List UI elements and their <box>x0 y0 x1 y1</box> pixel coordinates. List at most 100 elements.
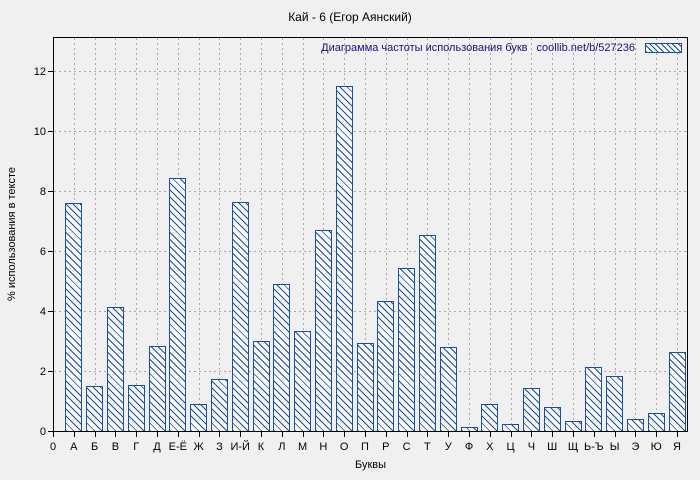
bar-19 <box>460 426 478 431</box>
bar-20 <box>481 404 499 431</box>
x-tick-mark-5 <box>177 432 179 437</box>
x-tick-label-23: Ш <box>547 441 558 453</box>
x-tick-mark-3 <box>136 432 138 437</box>
x-tick-mark-8 <box>240 432 242 437</box>
gridline-v-10 <box>281 38 283 431</box>
gridline-v-9 <box>261 38 262 431</box>
bar-7 <box>210 378 228 431</box>
x-tick-label-4: Д <box>153 441 161 453</box>
x-tick-mark-20 <box>489 432 491 437</box>
x-tick-mark-9 <box>261 432 262 437</box>
x-tick-mark-26 <box>614 432 616 437</box>
gridline-v-20 <box>489 38 491 431</box>
x-tick-mark-11 <box>302 432 304 437</box>
bar-21 <box>502 423 520 431</box>
bar-25 <box>585 366 603 431</box>
x-tick-mark-25 <box>593 432 595 437</box>
x-tick-label-13: О <box>339 441 349 453</box>
bar-13 <box>335 86 353 431</box>
chart-title: Кай - 6 (Егор Аянский) <box>288 10 412 24</box>
x-tick-label-27: Э <box>631 441 640 453</box>
legend-source: coollib.net/b/527236 <box>536 42 635 54</box>
x-tick-label-11: М <box>298 441 308 453</box>
gridline-h-12 <box>54 71 687 72</box>
x-tick-label-2: В <box>111 441 120 453</box>
x-tick-mark-7 <box>219 432 221 437</box>
bar-24 <box>564 420 582 431</box>
x-tick-label-24: Щ <box>567 441 579 453</box>
legend: Диаграмма частоты использования букв coo… <box>321 41 682 55</box>
x-tick-mark-28 <box>656 432 658 437</box>
x-tick-mark-origin <box>53 432 54 437</box>
gridline-v-2 <box>115 38 117 431</box>
gridline-v-27 <box>635 38 637 431</box>
x-tick-mark-14 <box>365 432 366 437</box>
x-tick-mark-22 <box>531 432 533 437</box>
y-tick-label-12: 12 <box>33 66 46 78</box>
gridline-v-7 <box>219 38 221 431</box>
gridline-v-6 <box>198 38 200 431</box>
y-tick-mark-10 <box>48 131 53 132</box>
plot-area: Диаграмма частоты использования букв coo… <box>53 37 688 432</box>
bar-22 <box>522 387 540 431</box>
y-tick-label-6: 6 <box>39 246 46 258</box>
x-tick-mark-1 <box>94 432 96 437</box>
gridline-v-18 <box>448 38 450 431</box>
x-tick-label-0: А <box>70 441 78 453</box>
bar-27 <box>626 419 644 431</box>
x-tick-label-9: К <box>257 441 265 453</box>
x-tick-mark-6 <box>198 432 200 437</box>
gridline-v-3 <box>136 38 138 431</box>
x-tick-label-22: Ч <box>527 441 536 453</box>
x-tick-label-10: Л <box>278 441 286 453</box>
x-tick-label-6: Ж <box>193 441 204 453</box>
bar-8 <box>231 201 249 431</box>
gridline-v-22 <box>531 38 533 431</box>
x-tick-label-3: Г <box>133 441 140 453</box>
bar-18 <box>439 347 457 431</box>
x-tick-label-8: И-Й <box>230 441 250 453</box>
gridline-v-28 <box>656 38 658 431</box>
gridline-v-16 <box>406 38 408 431</box>
bar-3 <box>127 384 145 431</box>
x-tick-label-21: Ц <box>506 441 515 453</box>
y-tick-mark-12 <box>48 71 53 72</box>
bar-5 <box>169 177 187 431</box>
x-tick-mark-15 <box>385 432 387 437</box>
y-tick-mark-4 <box>48 311 53 312</box>
legend-swatch-icon <box>645 43 682 53</box>
gridline-v-24 <box>573 38 574 431</box>
gridline-v-29 <box>677 38 678 431</box>
gridline-v-15 <box>385 38 387 431</box>
bar-28 <box>647 413 665 431</box>
y-tick-label-10: 10 <box>33 126 46 138</box>
y-tick-mark-2 <box>48 371 53 372</box>
y-tick-mark-0 <box>48 431 53 432</box>
bar-4 <box>148 345 166 431</box>
x-tick-label-origin: 0 <box>49 441 57 453</box>
gridline-v-25 <box>593 38 595 431</box>
x-tick-label-15: Р <box>382 441 390 453</box>
x-tick-label-16: С <box>402 441 411 453</box>
y-tick-label-8: 8 <box>39 186 46 198</box>
bar-17 <box>418 234 436 431</box>
x-tick-label-1: Б <box>90 441 99 453</box>
bar-0 <box>65 203 83 431</box>
x-tick-mark-21 <box>510 432 512 437</box>
bar-11 <box>294 330 312 431</box>
bar-6 <box>190 404 208 431</box>
x-tick-label-7: З <box>216 441 223 453</box>
x-axis-title: Буквы <box>354 459 387 471</box>
x-tick-mark-17 <box>427 432 429 437</box>
x-tick-mark-0 <box>73 432 75 437</box>
x-tick-mark-27 <box>635 432 637 437</box>
bar-10 <box>273 284 291 431</box>
y-tick-label-2: 2 <box>39 366 46 378</box>
gridline-v-14 <box>365 38 366 431</box>
x-tick-mark-2 <box>115 432 117 437</box>
gridline-v-19 <box>469 38 470 431</box>
x-tick-label-25: Ь-Ъ <box>584 441 604 453</box>
x-tick-label-14: П <box>361 441 369 453</box>
gridline-v-26 <box>614 38 616 431</box>
